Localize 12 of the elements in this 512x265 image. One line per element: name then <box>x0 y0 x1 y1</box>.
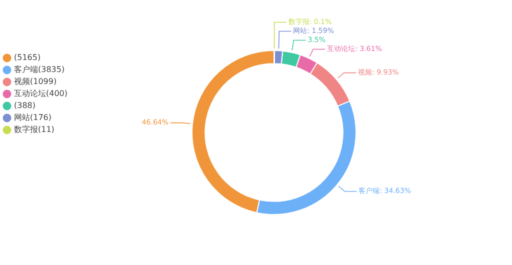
text: (3835) <box>38 65 65 74</box>
legend-label: 视频 <box>14 77 30 86</box>
text: (400) <box>46 89 68 98</box>
text: (176) <box>30 113 52 122</box>
text: (5165) <box>14 53 41 62</box>
legend-label: 网站 <box>14 113 30 122</box>
text: (1099) <box>30 77 57 86</box>
text: (11) <box>38 125 54 134</box>
legend-label: 客户端 <box>14 65 38 74</box>
legend-label: 数字报 <box>14 125 38 134</box>
legend-label: 互动论坛 <box>14 89 46 98</box>
text: (388) <box>14 101 36 110</box>
